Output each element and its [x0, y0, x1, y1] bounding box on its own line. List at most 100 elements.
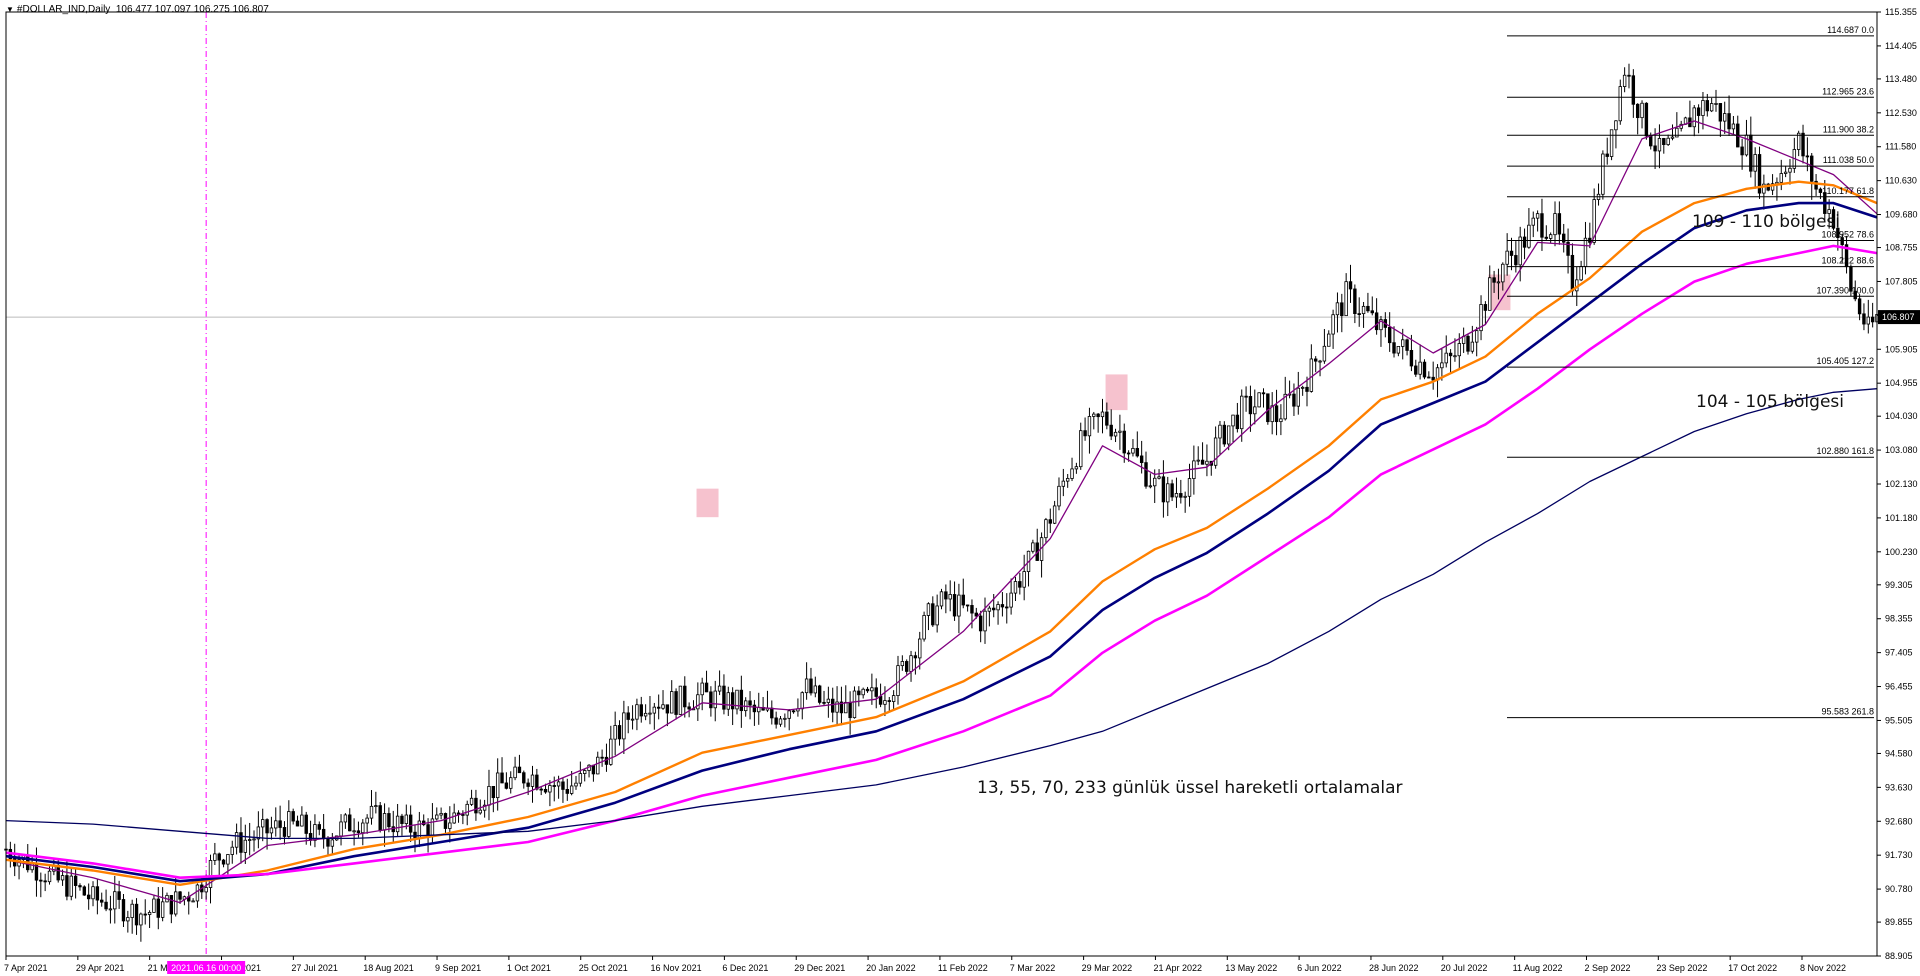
candle-body [1000, 604, 1005, 608]
candle-body [1274, 405, 1279, 423]
candle [147, 910, 152, 928]
candle [561, 777, 565, 803]
candle-body [643, 712, 648, 717]
candle [100, 892, 104, 907]
candle [865, 686, 870, 693]
candle-body [361, 822, 365, 834]
candle [1196, 446, 1200, 466]
candle-body [1488, 277, 1492, 311]
candle [256, 811, 261, 849]
candle [1179, 479, 1183, 504]
candle-body [978, 615, 983, 632]
candle-body [852, 690, 857, 719]
candle-body [1327, 333, 1331, 347]
candle [591, 764, 596, 782]
candle-body [948, 594, 952, 600]
candle-body [1318, 360, 1322, 363]
candle [683, 676, 687, 718]
candle [913, 651, 918, 675]
candle-body [770, 707, 774, 719]
candle [1274, 389, 1279, 436]
candle-body [630, 718, 635, 721]
candle [369, 790, 374, 825]
candle-body [1770, 183, 1775, 191]
candle-body [648, 712, 652, 715]
candle-body [639, 704, 643, 717]
y-tick-label: 102.130 [1885, 479, 1918, 489]
candle-body [1662, 138, 1666, 145]
candle [1609, 129, 1614, 161]
candle [1666, 134, 1670, 146]
candle-body [69, 875, 73, 897]
candle [992, 593, 996, 618]
candle [965, 604, 970, 612]
candle-body [748, 700, 752, 706]
candle [456, 810, 461, 823]
candle [1670, 124, 1675, 141]
candle [1544, 225, 1549, 241]
x-tick-label: 29 Apr 2021 [76, 963, 125, 973]
candle-body [918, 638, 922, 659]
candle-body [1261, 392, 1266, 395]
candle-body [944, 591, 948, 600]
candle-body [965, 604, 970, 607]
candle [1866, 299, 1871, 334]
candle [643, 704, 648, 721]
x-tick-label: 18 Aug 2021 [363, 963, 414, 973]
candle-body [1618, 86, 1622, 122]
dropdown-triangle-icon[interactable]: ▼ [6, 5, 14, 14]
candle-body [504, 782, 509, 789]
candle [356, 821, 361, 838]
candle [1344, 273, 1348, 317]
candle-body [1179, 493, 1183, 498]
candle [1557, 201, 1562, 245]
candle [796, 698, 800, 717]
candle [313, 814, 317, 848]
candle [1070, 457, 1074, 482]
candle [1535, 210, 1540, 232]
candle-body [835, 701, 839, 713]
candle [1709, 97, 1714, 113]
candle-body [1570, 254, 1575, 292]
candle [748, 691, 752, 720]
candle-body [274, 820, 278, 829]
candle [443, 812, 448, 835]
candle-body [1213, 437, 1218, 466]
candle [1079, 422, 1083, 470]
candle-body [848, 701, 852, 719]
candle [1470, 325, 1475, 354]
candle [1531, 211, 1535, 238]
candle [160, 887, 165, 922]
fib-level-label: 114.687 0.0 [1827, 25, 1874, 35]
y-tick-label: 103.080 [1885, 445, 1918, 455]
candle [295, 815, 300, 827]
candle-body [178, 891, 182, 900]
candle-body [1448, 352, 1453, 357]
x-tick-label: 2 Sep 2022 [1584, 963, 1630, 973]
candle-body [1753, 154, 1757, 172]
candle-body [1087, 416, 1092, 437]
candle [247, 822, 252, 856]
candle-body [726, 692, 730, 710]
y-tick-label: 104.030 [1885, 411, 1918, 421]
candle [713, 680, 717, 722]
candle-body [495, 772, 500, 799]
candle [1039, 532, 1044, 578]
annotation-upper-zone: 109 - 110 bölgesi [1692, 212, 1840, 232]
candle-body [1540, 213, 1544, 238]
candle [1796, 130, 1801, 157]
candle-body [173, 891, 178, 915]
candle-body [1174, 493, 1179, 498]
candle-body [996, 604, 1000, 611]
candle-body [1805, 155, 1810, 158]
candle-body [1670, 136, 1675, 139]
candle-body [1052, 505, 1057, 524]
candle-body [1279, 418, 1283, 423]
candle [1139, 440, 1144, 474]
candle-body [987, 607, 992, 612]
x-tick-label: 25 Oct 2021 [579, 963, 628, 973]
annotation-lower-zone: 104 - 105 bölgesi [1696, 392, 1844, 412]
candle [1862, 303, 1866, 331]
candle-body [226, 854, 230, 865]
